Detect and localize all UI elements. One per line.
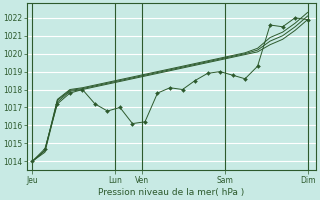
X-axis label: Pression niveau de la mer( hPa ): Pression niveau de la mer( hPa ) (98, 188, 244, 197)
